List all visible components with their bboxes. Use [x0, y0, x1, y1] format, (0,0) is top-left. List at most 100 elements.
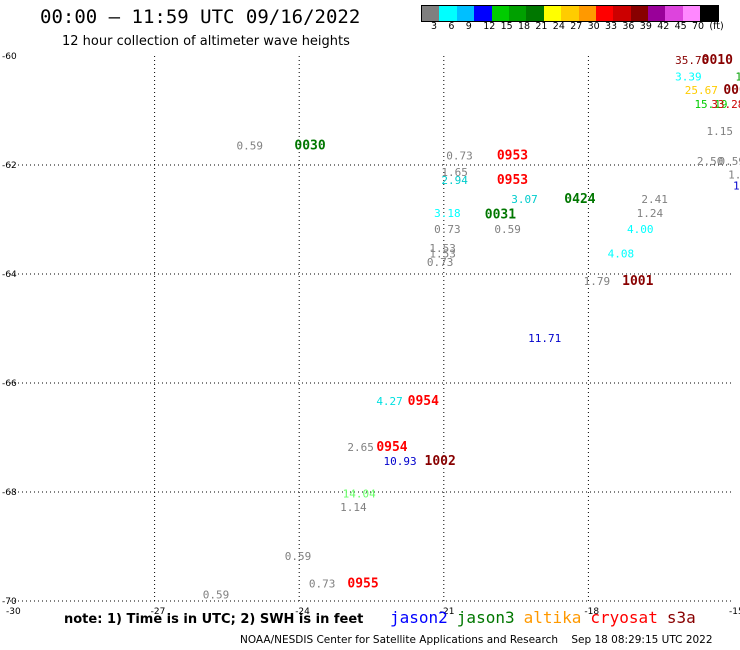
wave-height-label: 0.73: [434, 223, 461, 236]
wave-height-label: 33.28: [711, 98, 740, 111]
wave-height-label: 1.24: [637, 207, 664, 220]
color-scale-label: 3: [431, 21, 438, 32]
wave-height-label: 0.73: [309, 577, 336, 590]
units-note: note: 1) Time is in UTC; 2) SWH is in fe…: [64, 612, 364, 627]
pass-time-label: 0031: [485, 207, 516, 222]
pass-time-label: 1002: [425, 454, 456, 469]
wave-height-label: 0.59: [237, 140, 263, 153]
color-scale-label: 21: [535, 21, 548, 32]
wave-height-label: 3.18: [434, 207, 461, 220]
wave-height-label: 15.19: [694, 98, 727, 111]
wave-height-label: 2.94: [441, 174, 468, 187]
color-scale-bar: [421, 5, 719, 22]
color-scale-label: 42: [657, 21, 670, 32]
color-scale-label: 6: [448, 21, 455, 32]
wave-height-label: 3.07: [511, 193, 538, 206]
pass-time-label: 0030: [294, 139, 325, 154]
color-scale-label: 33: [605, 21, 618, 32]
wave-height-label: 0.59: [494, 223, 521, 236]
pass-time-label: 0955: [347, 576, 378, 591]
wave-height-label: 10.93: [384, 455, 417, 468]
color-swatch: [508, 6, 527, 21]
satellite-s3a: s3a: [666, 608, 696, 627]
color-swatch: [682, 6, 701, 21]
color-swatch: [648, 6, 666, 21]
satellite-cryosat: cryosat: [590, 608, 658, 627]
wave-height-label: 3.39: [675, 71, 702, 84]
pass-time-label: 0010: [702, 53, 733, 68]
color-swatch: [422, 6, 440, 21]
wave-height-label: 11.71: [528, 332, 561, 345]
color-swatch: [543, 6, 562, 21]
wave-height-label: 0.59: [203, 588, 230, 601]
color-swatch: [561, 6, 579, 21]
longitude-label: -30: [6, 607, 21, 617]
color-scale-label: 18: [518, 21, 531, 32]
pass-time-label: 0954: [376, 440, 407, 455]
pass-time-label: 0424: [564, 192, 595, 207]
wave-height-label: 25.67: [685, 84, 718, 97]
color-swatch: [439, 6, 457, 21]
wave-height-label: 1.79: [584, 275, 611, 288]
color-scale-label: 36: [622, 21, 635, 32]
color-scale-label: 70: [692, 21, 705, 32]
color-swatch: [630, 6, 649, 21]
color-swatch: [700, 6, 718, 21]
color-scale-label: 24: [552, 21, 565, 32]
latitude-label: -60: [2, 52, 17, 62]
wave-height-label: 1.14: [340, 501, 367, 514]
color-scale-label: (ft): [709, 21, 724, 32]
color-swatch: [526, 6, 544, 21]
wave-height-label: 1.65: [441, 166, 468, 179]
satellite-jason2: jason2: [390, 608, 448, 627]
color-swatch: [613, 6, 631, 21]
latitude-label: -62: [2, 161, 17, 171]
wave-height-label: 1.53: [429, 242, 456, 255]
wave-height-label: 18.04: [735, 71, 740, 84]
wave-height-label: 1.56: [728, 169, 740, 182]
satellite-altika: altika: [523, 608, 582, 627]
color-scale-label: 12: [483, 21, 496, 32]
pass-time-label: 0009: [723, 83, 740, 98]
wave-height-label: 11.98: [733, 180, 740, 193]
color-scale-label: 39: [639, 21, 652, 32]
wave-height-label: 4.08: [608, 248, 635, 261]
credit-line: NOAA/NESDIS Center for Satellite Applica…: [240, 634, 713, 646]
wave-height-label: 2.41: [641, 193, 668, 206]
latitude-label: -64: [2, 270, 17, 280]
longitude-label: -15: [729, 607, 740, 617]
longitude-label: -27: [151, 607, 166, 617]
satellite-legend: jason2 jason3 altika cryosat s3a: [390, 608, 705, 627]
wave-height-label: 14.04: [343, 487, 376, 500]
longitude-label: -18: [584, 607, 599, 617]
color-swatch: [665, 6, 683, 21]
color-scale-label: 27: [570, 21, 583, 32]
wave-height-label: 1.53: [429, 248, 456, 261]
wave-height-label: 4.00: [627, 223, 654, 236]
color-scale-label: 15: [500, 21, 513, 32]
map-subtitle: 12 hour collection of altimeter wave hei…: [62, 34, 350, 49]
color-swatch: [456, 6, 475, 21]
latitude-label: -70: [2, 597, 17, 607]
color-swatch: [491, 6, 509, 21]
wave-height-label: 0.73: [427, 256, 454, 269]
latitude-label: -68: [2, 488, 17, 498]
wave-height-label: 1.15: [706, 125, 733, 138]
color-scale-label: 30: [587, 21, 600, 32]
color-swatch: [578, 6, 596, 21]
pass-time-label: 0954: [408, 394, 439, 409]
longitude-label: -24: [295, 607, 310, 617]
wave-height-label: 35.76: [675, 54, 708, 67]
wave-height-label: 0.73: [446, 150, 473, 163]
pass-time-label: 0953: [497, 149, 528, 164]
wave-height-label: 0.59: [719, 155, 740, 168]
wave-height-label: 4.27: [376, 395, 403, 408]
map-title: 00:00 — 11:59 UTC 09/16/2022: [40, 6, 361, 28]
longitude-label: -21: [440, 607, 455, 617]
wave-height-label: 2.50: [697, 155, 724, 168]
color-swatch: [474, 6, 492, 21]
wave-height-label: 2.65: [347, 441, 374, 454]
pass-time-label: 1001: [622, 274, 653, 289]
color-scale-label: 9: [465, 21, 472, 32]
